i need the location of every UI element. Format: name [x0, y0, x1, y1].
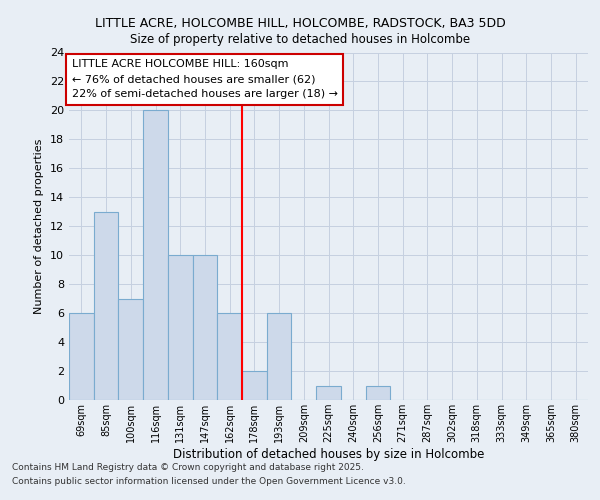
Bar	[365, 386, 390, 400]
Y-axis label: Number of detached properties: Number of detached properties	[34, 138, 44, 314]
Bar	[242, 371, 267, 400]
Bar	[217, 313, 242, 400]
Bar	[94, 212, 118, 400]
Bar	[193, 255, 217, 400]
X-axis label: Distribution of detached houses by size in Holcombe: Distribution of detached houses by size …	[173, 448, 484, 461]
Bar	[267, 313, 292, 400]
Bar	[168, 255, 193, 400]
Bar	[69, 313, 94, 400]
Bar	[118, 298, 143, 400]
Text: LITTLE ACRE, HOLCOMBE HILL, HOLCOMBE, RADSTOCK, BA3 5DD: LITTLE ACRE, HOLCOMBE HILL, HOLCOMBE, RA…	[95, 18, 505, 30]
Bar	[316, 386, 341, 400]
Text: Contains public sector information licensed under the Open Government Licence v3: Contains public sector information licen…	[12, 478, 406, 486]
Bar	[143, 110, 168, 400]
Text: LITTLE ACRE HOLCOMBE HILL: 160sqm
← 76% of detached houses are smaller (62)
22% : LITTLE ACRE HOLCOMBE HILL: 160sqm ← 76% …	[71, 60, 338, 99]
Text: Contains HM Land Registry data © Crown copyright and database right 2025.: Contains HM Land Registry data © Crown c…	[12, 462, 364, 471]
Text: Size of property relative to detached houses in Holcombe: Size of property relative to detached ho…	[130, 32, 470, 46]
